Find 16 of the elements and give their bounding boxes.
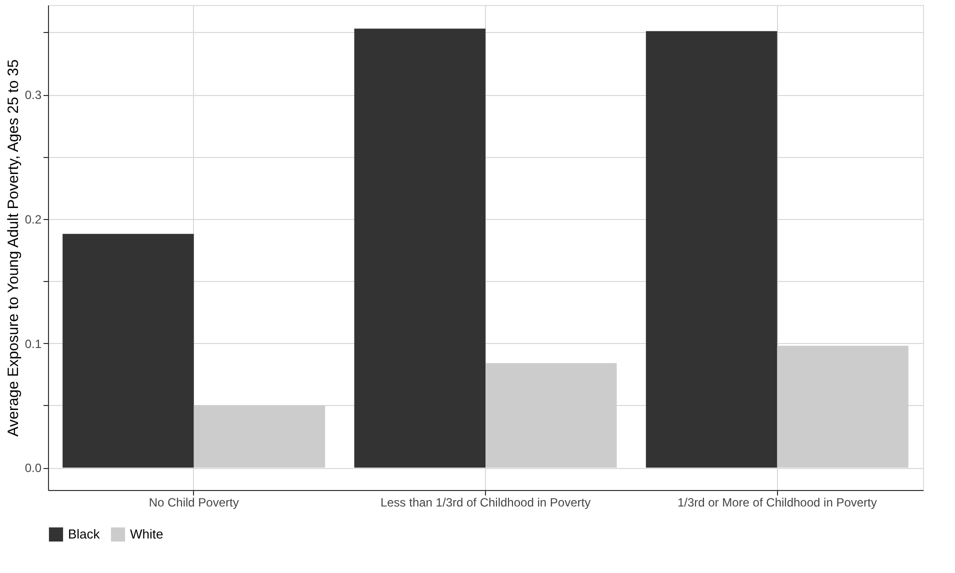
x-tick-label: No Child Poverty (148, 496, 239, 510)
legend-label: White (130, 526, 164, 542)
bar (646, 31, 778, 468)
y-tick-label: 0.3 (24, 88, 42, 102)
bar (194, 405, 326, 468)
bar (486, 363, 617, 468)
bar (777, 346, 908, 468)
y-axis-title: Average Exposure to Young Adult Poverty, Ages 25 to 35 (4, 59, 22, 437)
bar (354, 28, 486, 468)
x-tick-label: 1/3rd or More of Childhood in Poverty (677, 496, 877, 510)
x-tick-label: Less than 1/3rd of Childhood in Poverty (380, 496, 591, 510)
y-tick-label: 0.2 (24, 212, 42, 226)
bar (62, 234, 194, 468)
legend-label: Black (68, 526, 100, 542)
y-tick-label: 0.1 (24, 336, 42, 351)
y-tick-label: 0.0 (24, 461, 42, 476)
